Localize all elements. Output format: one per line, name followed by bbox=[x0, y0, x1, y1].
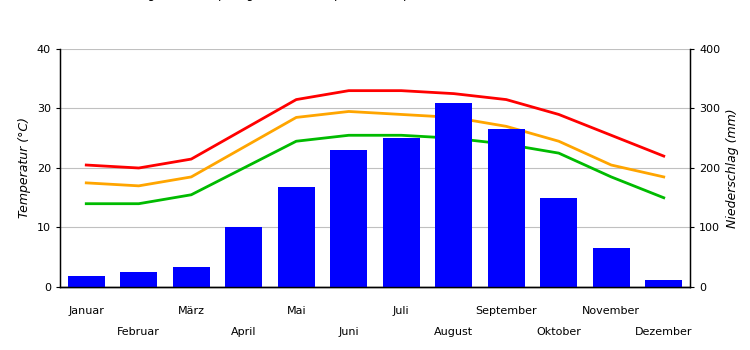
Ø Temp bbox=[239, 145, 248, 149]
Temp (Tag) bbox=[134, 166, 143, 170]
Bar bbox=[382, 138, 420, 287]
Temp (Nacht) bbox=[344, 133, 353, 137]
Bar bbox=[488, 129, 525, 287]
Ø Temp bbox=[449, 115, 458, 119]
Text: Dezember: Dezember bbox=[635, 327, 692, 337]
Line: Temp (Nacht): Temp (Nacht) bbox=[86, 135, 664, 204]
Temp (Nacht) bbox=[397, 133, 406, 137]
Ø Temp bbox=[187, 175, 196, 179]
Bar bbox=[172, 267, 209, 287]
Text: September: September bbox=[476, 306, 537, 316]
Text: August: August bbox=[434, 327, 473, 337]
Temp (Tag) bbox=[292, 97, 301, 102]
Temp (Tag) bbox=[187, 157, 196, 161]
Temp (Tag) bbox=[607, 133, 616, 137]
Text: November: November bbox=[582, 306, 640, 316]
Temp (Tag) bbox=[397, 89, 406, 93]
Bar bbox=[435, 103, 472, 287]
Temp (Nacht) bbox=[82, 202, 91, 206]
Text: Februar: Februar bbox=[117, 327, 160, 337]
Ø Temp bbox=[397, 112, 406, 117]
Ø Temp bbox=[659, 175, 668, 179]
Ø Temp bbox=[607, 163, 616, 167]
Text: Juli: Juli bbox=[393, 306, 410, 316]
Y-axis label: Niederschlag (mm): Niederschlag (mm) bbox=[726, 108, 739, 228]
Temp (Tag) bbox=[554, 112, 563, 117]
Bar bbox=[645, 280, 682, 287]
Temp (Tag) bbox=[502, 97, 511, 102]
Text: Mai: Mai bbox=[286, 306, 306, 316]
Temp (Tag) bbox=[239, 127, 248, 131]
Temp (Nacht) bbox=[449, 136, 458, 140]
Bar bbox=[540, 198, 578, 287]
Ø Temp bbox=[134, 184, 143, 188]
Bar bbox=[68, 276, 104, 287]
Temp (Tag) bbox=[344, 89, 353, 93]
Ø Temp bbox=[344, 109, 353, 113]
Temp (Nacht) bbox=[239, 166, 248, 170]
Legend: Niederschlag, Temp (Tag), Ø Temp, Temp (Nacht): Niederschlag, Temp (Tag), Ø Temp, Temp (… bbox=[53, 0, 458, 1]
Text: April: April bbox=[231, 327, 256, 337]
Temp (Nacht) bbox=[292, 139, 301, 143]
Text: Oktober: Oktober bbox=[536, 327, 581, 337]
Y-axis label: Temperatur (°C): Temperatur (°C) bbox=[18, 118, 32, 218]
Line: Ø Temp: Ø Temp bbox=[86, 111, 664, 186]
Bar bbox=[330, 150, 368, 287]
Ø Temp bbox=[292, 115, 301, 119]
Text: Januar: Januar bbox=[68, 306, 104, 316]
Ø Temp bbox=[502, 124, 511, 128]
Temp (Tag) bbox=[659, 154, 668, 158]
Temp (Nacht) bbox=[187, 193, 196, 197]
Temp (Nacht) bbox=[554, 151, 563, 155]
Bar bbox=[592, 248, 630, 287]
Temp (Nacht) bbox=[607, 175, 616, 179]
Bar bbox=[120, 272, 158, 287]
Text: März: März bbox=[178, 306, 205, 316]
Text: Juni: Juni bbox=[338, 327, 359, 337]
Temp (Nacht) bbox=[502, 142, 511, 146]
Temp (Tag) bbox=[82, 163, 91, 167]
Temp (Tag) bbox=[449, 91, 458, 96]
Ø Temp bbox=[82, 181, 91, 185]
Bar bbox=[278, 187, 315, 287]
Ø Temp bbox=[554, 139, 563, 143]
Line: Temp (Tag): Temp (Tag) bbox=[86, 91, 664, 168]
Temp (Nacht) bbox=[659, 196, 668, 200]
Temp (Nacht) bbox=[134, 202, 143, 206]
Bar bbox=[225, 228, 262, 287]
